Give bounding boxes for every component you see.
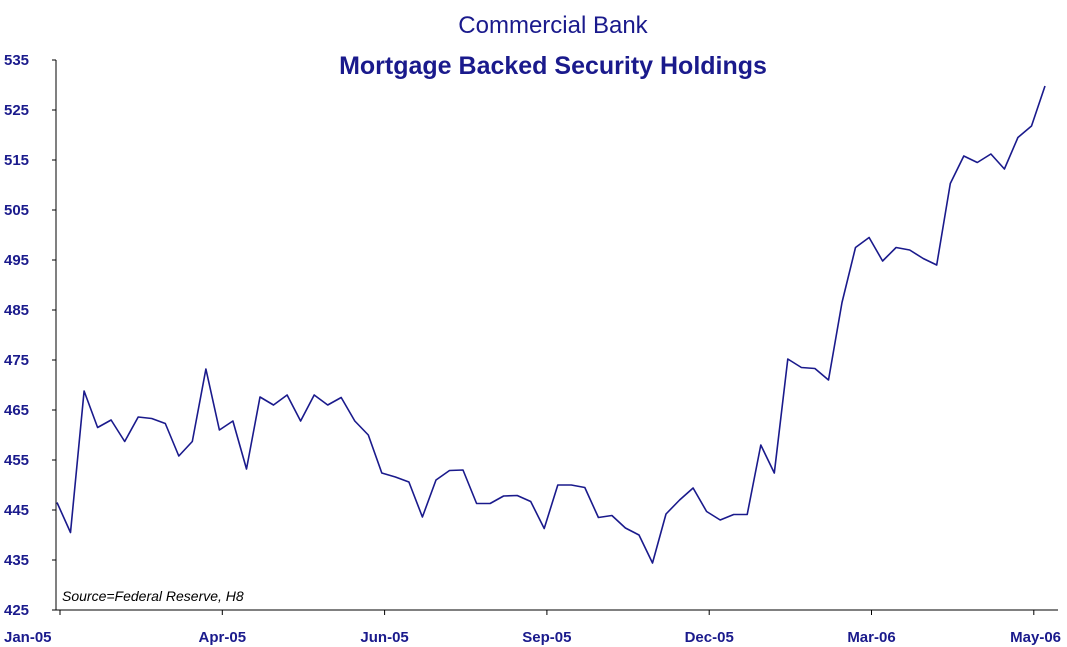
- chart-subtitle: Mortgage Backed Security Holdings: [339, 52, 767, 80]
- x-tick-label: Jan-05: [4, 629, 52, 646]
- y-tick-label: 445: [4, 502, 29, 519]
- y-tick-label: 425: [4, 602, 29, 619]
- y-tick-label: 505: [4, 202, 29, 219]
- x-axis-ticks: Jan-05 Apr-05 Jun-05 Sep-05 Dec-05 Mar-06 May-…: [4, 610, 1061, 646]
- x-tick-label: Sep-05: [522, 629, 571, 646]
- x-tick-label: May-06: [1010, 629, 1061, 646]
- x-tick-label: Dec-05: [685, 629, 734, 646]
- y-tick-label: 525: [4, 102, 29, 119]
- y-tick-label: 495: [4, 252, 29, 269]
- x-tick-label: Mar-06: [847, 629, 895, 646]
- series-line: [56, 85, 1046, 564]
- y-tick-label: 485: [4, 302, 29, 319]
- y-tick-label: 435: [4, 552, 29, 569]
- y-tick-label: 475: [4, 352, 29, 369]
- x-tick-label: Apr-05: [199, 629, 247, 646]
- y-axis-ticks: 535 525 515 505 495 485 475 465 455 445 435 425: [4, 52, 56, 619]
- x-tick-label: Jun-05: [360, 629, 408, 646]
- y-tick-label: 455: [4, 452, 29, 469]
- y-tick-label: 465: [4, 402, 29, 419]
- source-note: Source=Federal Reserve, H8: [62, 588, 244, 604]
- y-tick-label: 515: [4, 152, 29, 169]
- chart-title: Commercial Bank: [458, 12, 648, 39]
- y-tick-label: 535: [4, 52, 29, 69]
